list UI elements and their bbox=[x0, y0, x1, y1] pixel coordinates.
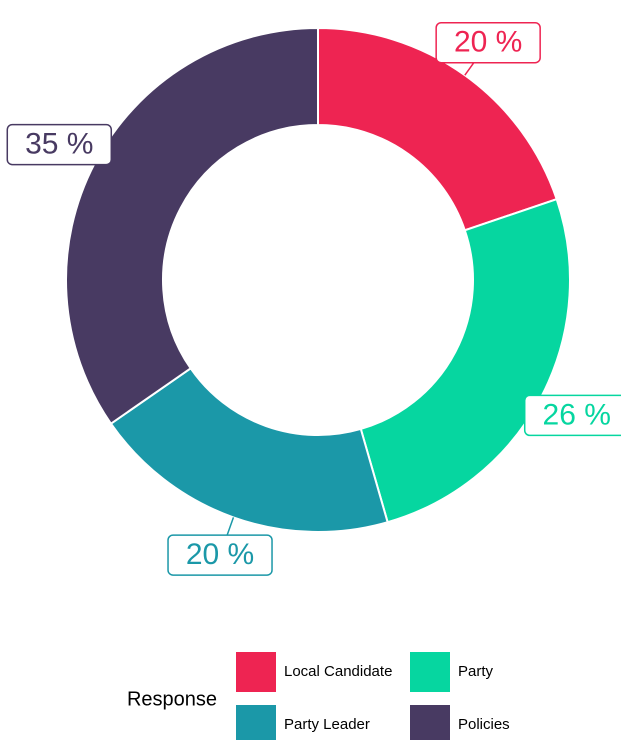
donut-slice bbox=[65, 26, 319, 426]
legend-swatch bbox=[236, 705, 276, 745]
legend-swatch bbox=[236, 652, 276, 692]
label-box bbox=[167, 534, 273, 576]
label-box bbox=[523, 394, 621, 437]
data-label: 35 % bbox=[25, 128, 93, 161]
donut-slice bbox=[109, 366, 389, 533]
data-label: 20 % bbox=[186, 538, 254, 571]
legend-label: Party Leader bbox=[284, 716, 370, 733]
legend-title: Response bbox=[127, 688, 217, 710]
donut-slice bbox=[317, 26, 558, 232]
data-label: 26 % bbox=[543, 398, 611, 431]
label-box bbox=[6, 123, 113, 166]
legend-label: Party bbox=[458, 663, 494, 680]
legend-label: Local Candidate bbox=[284, 663, 392, 680]
legend-label: Policies bbox=[458, 716, 510, 733]
data-label: 20 % bbox=[454, 26, 522, 59]
label-box bbox=[435, 21, 541, 64]
legend-swatch bbox=[410, 652, 450, 692]
legend-swatch bbox=[410, 705, 450, 745]
donut-slice bbox=[359, 197, 571, 524]
